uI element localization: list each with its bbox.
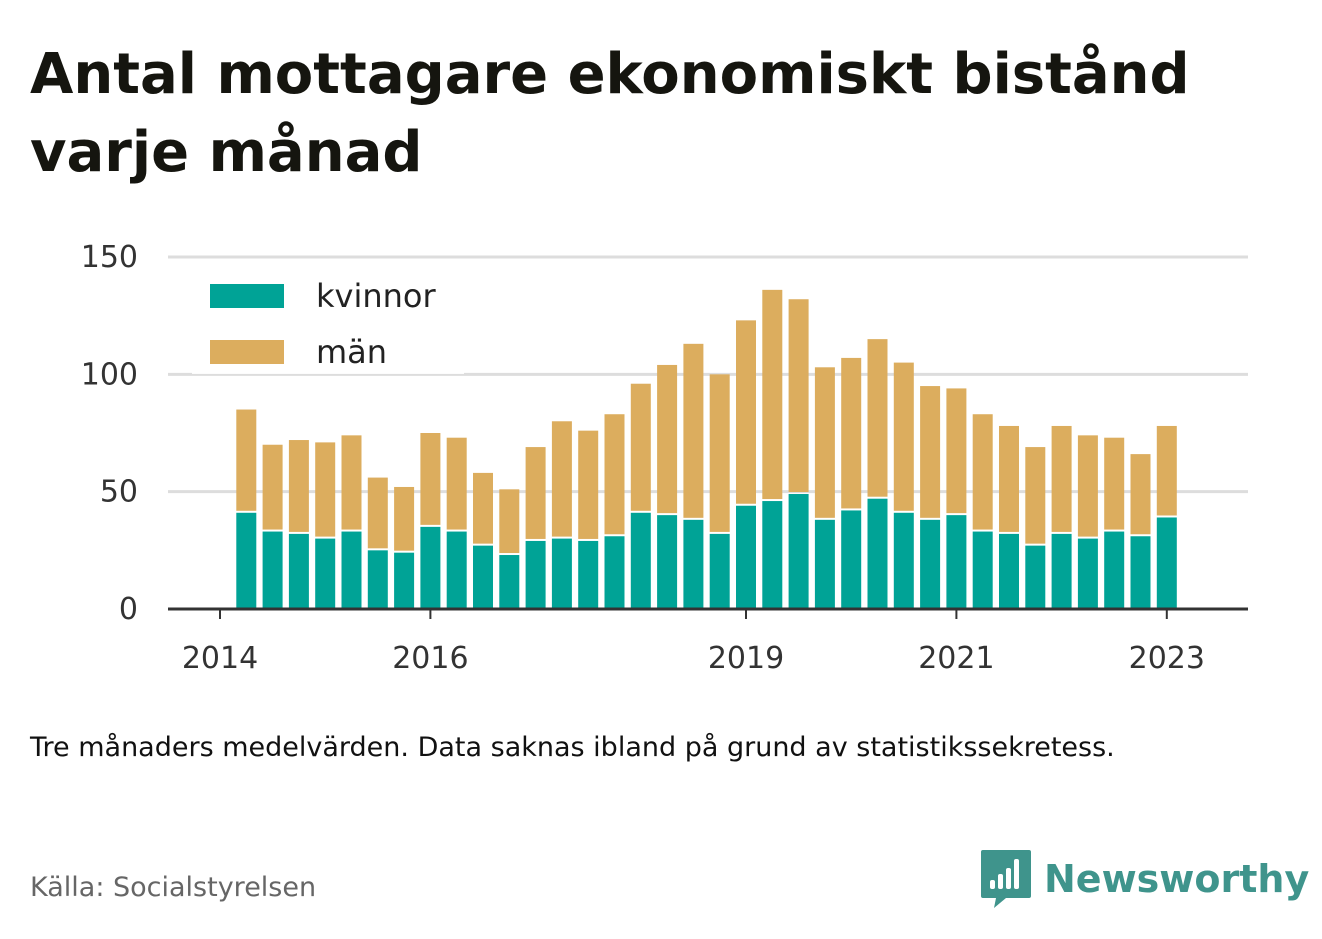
bar-kvinnor: [1104, 531, 1125, 609]
bar-man: [762, 289, 783, 500]
legend-label-man: män: [316, 333, 387, 371]
bar-kvinnor: [788, 494, 809, 609]
bar-kvinnor: [236, 512, 257, 609]
bar-man: [604, 414, 625, 535]
legend-swatch-kvinnor: [210, 284, 284, 308]
bar-kvinnor: [1156, 517, 1177, 609]
bars: [236, 289, 1177, 609]
bar-kvinnor: [814, 519, 835, 609]
x-axis: 2014 2016 2019 2021 2023: [168, 607, 1248, 676]
bar-man: [315, 442, 336, 537]
bar-chart-speech-bubble-icon: [981, 850, 1031, 908]
x-tick-label: 2019: [708, 641, 784, 676]
bar-man: [473, 472, 493, 544]
bar-man: [999, 425, 1019, 532]
bar-man: [1077, 435, 1098, 537]
bar-kvinnor: [446, 531, 467, 609]
x-tick-label: 2016: [392, 641, 468, 676]
bar-man: [920, 386, 941, 518]
bar-kvinnor: [551, 538, 572, 609]
source-credit: Källa: Socialstyrelsen: [30, 872, 317, 903]
x-tick-label: 2023: [1129, 641, 1205, 676]
bar-man: [551, 421, 572, 537]
bar-man: [262, 444, 283, 530]
bar-man: [946, 388, 967, 514]
bar-kvinnor: [762, 501, 783, 609]
bar-kvinnor: [499, 555, 520, 609]
bar-kvinnor: [999, 533, 1019, 609]
y-tick-label: 0: [119, 592, 138, 627]
bar-kvinnor: [525, 540, 546, 609]
bar-man: [394, 486, 415, 551]
bar-kvinnor: [893, 512, 914, 609]
bar-kvinnor: [604, 536, 625, 609]
bar-man: [893, 362, 914, 511]
bar-man: [341, 435, 362, 530]
bar-man: [1130, 454, 1151, 535]
bar-kvinnor: [341, 531, 362, 609]
bar-kvinnor: [657, 515, 678, 609]
bar-man: [499, 489, 520, 554]
bar-kvinnor: [709, 533, 730, 609]
bar-kvinnor: [972, 531, 993, 609]
bar-kvinnor: [1130, 536, 1151, 609]
bar-kvinnor: [867, 498, 888, 609]
bar-kvinnor: [578, 540, 599, 609]
bar-kvinnor: [1051, 533, 1072, 609]
bar-man: [578, 430, 599, 539]
chart-title: Antal mottagare ekonomiskt bistånd varje…: [30, 42, 1190, 185]
bar-man: [972, 414, 993, 530]
bar-man: [657, 364, 678, 514]
bar-man: [736, 320, 756, 504]
bar-kvinnor: [683, 519, 704, 609]
y-tick-label: 50: [100, 475, 138, 510]
bar-man: [525, 447, 546, 539]
bar-kvinnor: [920, 519, 941, 609]
bar-man: [841, 357, 862, 509]
x-tick-label: 2014: [182, 641, 258, 676]
brand-name: Newsworthy: [1044, 857, 1310, 901]
bar-man: [288, 440, 309, 532]
bar-man: [1051, 425, 1072, 532]
bar-kvinnor: [394, 552, 415, 609]
bar-man: [814, 367, 835, 518]
bar-kvinnor: [946, 515, 967, 609]
bar-man: [1025, 447, 1046, 544]
bar-man: [630, 383, 651, 511]
y-axis-ticks: 0 50 100 150: [81, 240, 138, 627]
bar-man: [236, 409, 257, 511]
bar-kvinnor: [1025, 545, 1046, 609]
legend: kvinnor män: [192, 270, 464, 374]
bar-kvinnor: [288, 533, 309, 609]
newsworthy-logo: Newsworthy: [980, 848, 1309, 910]
bar-kvinnor: [1077, 538, 1098, 609]
bar-man: [420, 433, 441, 525]
legend-swatch-man: [210, 340, 284, 364]
bar-man: [446, 437, 467, 530]
bar-man: [683, 343, 704, 518]
x-tick-label: 2021: [918, 641, 994, 676]
chart-note: Tre månaders medelvärden. Data saknas ib…: [30, 732, 1115, 763]
bar-man: [367, 477, 388, 549]
y-tick-label: 100: [81, 357, 138, 392]
bar-kvinnor: [630, 512, 651, 609]
bar-kvinnor: [736, 505, 756, 609]
bar-kvinnor: [841, 510, 862, 609]
bar-kvinnor: [367, 550, 388, 609]
legend-label-kvinnor: kvinnor: [316, 277, 437, 315]
bar-man: [1156, 425, 1177, 516]
bar-man: [788, 299, 809, 493]
bar-man: [867, 339, 888, 497]
bar-kvinnor: [473, 545, 493, 609]
bar-man: [709, 374, 730, 532]
y-tick-label: 150: [81, 240, 138, 275]
bar-man: [1104, 437, 1125, 530]
bar-kvinnor: [315, 538, 336, 609]
bar-kvinnor: [420, 526, 441, 609]
bar-kvinnor: [262, 531, 283, 609]
